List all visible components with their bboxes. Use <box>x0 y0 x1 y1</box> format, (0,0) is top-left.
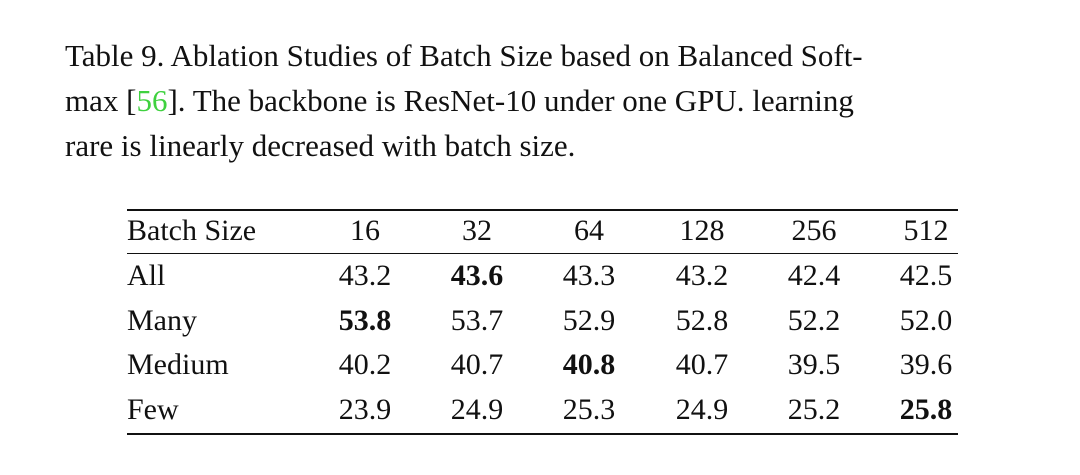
cell: 43.2 <box>675 259 729 292</box>
cell: 24.9 <box>450 392 504 426</box>
caption-text: ]. The backbone is ResNet-10 under one G… <box>167 83 854 118</box>
header-cell: 256 <box>791 214 837 247</box>
header-cell: 32 <box>462 214 492 247</box>
mid-rule <box>127 253 958 254</box>
cell: 23.9 <box>338 392 392 426</box>
header-cell: 512 <box>903 214 949 247</box>
caption-line: Table 9. Ablation Studies of Batch Size … <box>65 38 863 73</box>
citation: 56 <box>136 83 168 118</box>
cell: 25.8 <box>899 392 953 426</box>
cell: 53.8 <box>338 303 392 337</box>
row-label: Many <box>127 303 197 337</box>
caption-line: max [56]. The backbone is ResNet-10 unde… <box>65 85 854 116</box>
header-cell: Batch Size <box>127 214 257 247</box>
cell: 25.3 <box>562 392 616 426</box>
cell: 52.2 <box>787 303 841 337</box>
cell: 52.9 <box>562 303 616 337</box>
row-label: Medium <box>127 348 229 381</box>
cell: 40.7 <box>675 348 729 381</box>
cell: 43.3 <box>562 259 616 292</box>
cell: 39.5 <box>787 348 841 381</box>
caption-text: max [ <box>65 83 137 118</box>
caption-line: rare is linearly decreased with batch si… <box>65 128 576 163</box>
cell: 40.8 <box>562 348 616 381</box>
cell: 42.5 <box>899 259 953 292</box>
cell: 52.0 <box>899 303 953 337</box>
cell: 43.2 <box>338 259 392 292</box>
cell: 24.9 <box>675 392 729 426</box>
header-cell: 64 <box>574 214 604 247</box>
row-label: Few <box>127 392 179 426</box>
header-cell: 16 <box>350 214 380 247</box>
cell: 39.6 <box>899 348 953 381</box>
cell: 40.2 <box>338 348 392 381</box>
cell: 53.7 <box>450 303 504 337</box>
bottom-rule <box>127 433 958 435</box>
cell: 25.2 <box>787 392 841 426</box>
header-cell: 128 <box>679 214 725 247</box>
cell: 42.4 <box>787 259 841 292</box>
top-rule <box>127 209 958 211</box>
cell: 43.6 <box>450 259 504 292</box>
row-label: All <box>127 259 166 292</box>
cell: 40.7 <box>450 348 504 381</box>
cell: 52.8 <box>675 303 729 337</box>
